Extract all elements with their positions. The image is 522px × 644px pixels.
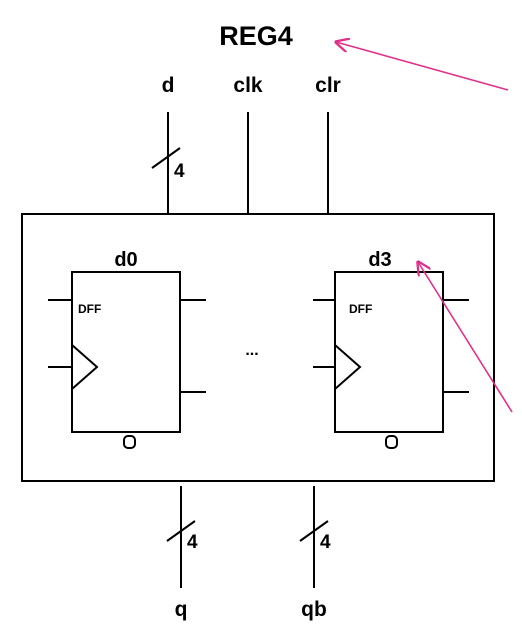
cell-label-d3: DFF — [349, 302, 372, 316]
bus-width-d: 4 — [174, 161, 185, 182]
clear-bubble-icon — [385, 435, 398, 449]
dff-box-d0 — [71, 271, 181, 433]
diagram-title: REG4 — [219, 21, 293, 51]
flipflop-d0: d0 DFF — [48, 249, 206, 449]
port-label-qb: qb — [301, 598, 327, 621]
instance-label-d0: d0 — [114, 249, 137, 271]
annotation-arrow-d3 — [418, 262, 513, 413]
instance-label-d3: d3 — [368, 249, 391, 271]
bus-slash-q — [166, 520, 196, 542]
clear-bubble-icon — [123, 435, 136, 449]
port-label-d: d — [162, 74, 175, 97]
port-label-clk: clk — [233, 74, 263, 97]
bus-width-qb: 4 — [320, 532, 331, 553]
bus-slash-qb — [299, 520, 329, 542]
flipflop-d3: d3 DFF — [313, 249, 469, 449]
clock-triangle-icon — [334, 344, 362, 390]
port-label-q: q — [175, 598, 188, 621]
cell-label-d0: DFF — [78, 302, 101, 316]
ellipsis: ... — [245, 342, 258, 359]
bus-slash-d — [151, 147, 181, 169]
dff-box-d3 — [334, 271, 444, 433]
annotation-arrow-title — [336, 42, 509, 91]
port-label-clr: clr — [315, 74, 341, 97]
bus-width-q: 4 — [187, 532, 198, 553]
clock-triangle-icon — [71, 344, 99, 390]
